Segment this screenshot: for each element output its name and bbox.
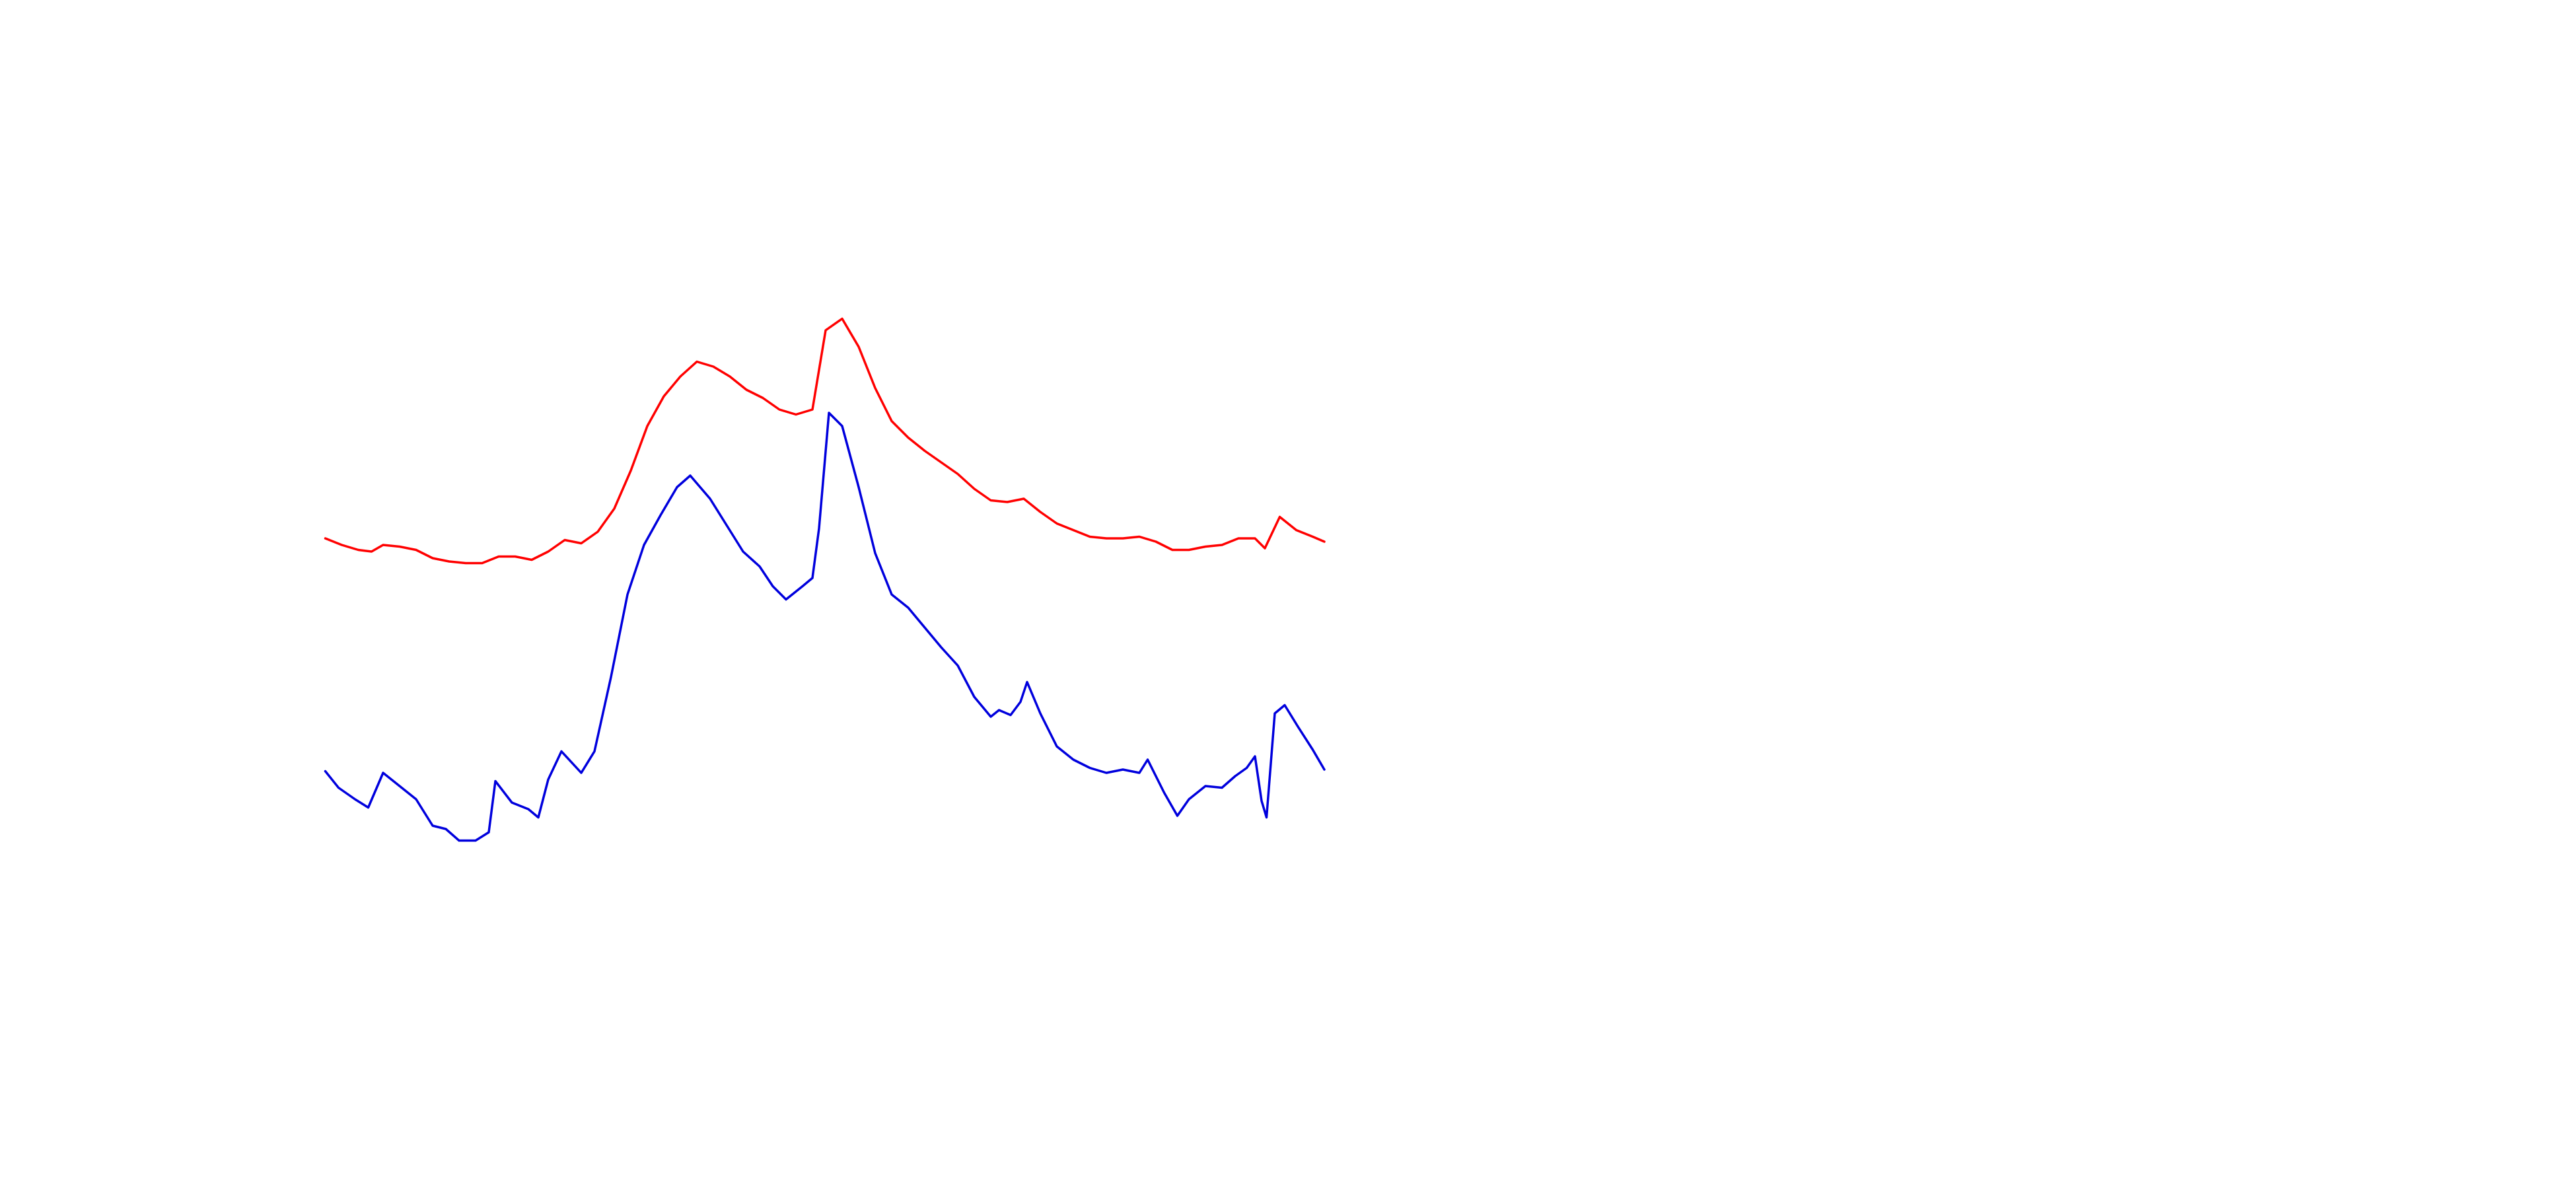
- data-line: [324, 317, 1326, 565]
- data-line: [324, 412, 1326, 842]
